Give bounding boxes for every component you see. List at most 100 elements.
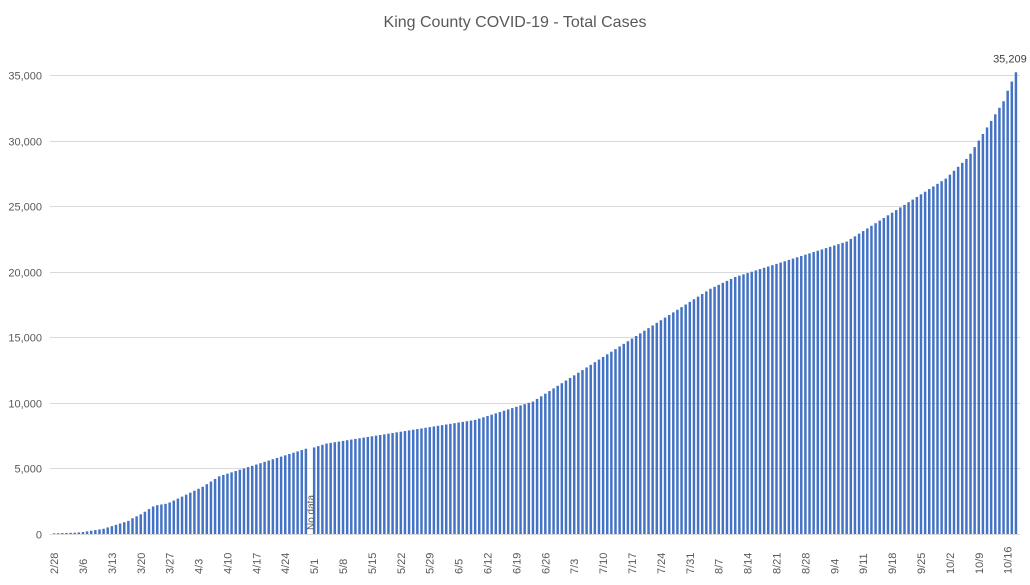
bar <box>746 273 749 534</box>
x-axis-tick-labels: 2/28 3/6 3/13 3/20 3/27 4/3 4/10 4/17 4/24 5/1 5/8… <box>49 546 1015 574</box>
bar <box>428 427 431 534</box>
bar <box>69 532 72 534</box>
bar <box>56 533 60 535</box>
bar <box>919 194 923 534</box>
bar <box>903 204 906 534</box>
bar <box>354 438 357 534</box>
bar <box>77 532 81 534</box>
bar <box>742 274 745 534</box>
bar <box>469 420 473 534</box>
bar <box>98 529 101 534</box>
bar <box>878 220 881 534</box>
bar <box>965 158 968 534</box>
bar <box>531 401 535 534</box>
bar <box>614 349 617 534</box>
bar <box>110 526 114 534</box>
bar <box>478 418 481 534</box>
bar <box>176 498 180 534</box>
bar <box>601 356 605 534</box>
x-tick-label: 6/26 <box>540 553 552 574</box>
bar <box>180 496 184 534</box>
bar <box>407 430 411 534</box>
bar <box>973 147 976 534</box>
bar <box>643 330 646 534</box>
bar <box>795 257 799 534</box>
bar <box>242 468 246 534</box>
bar <box>189 492 192 534</box>
bar <box>230 472 233 534</box>
bar <box>585 367 588 534</box>
bar <box>853 236 857 534</box>
x-tick-label: 9/11 <box>858 553 870 574</box>
bar <box>506 409 510 534</box>
bar <box>725 280 729 534</box>
x-tick-label: 10/2 <box>945 553 957 574</box>
bar <box>882 217 886 534</box>
bar <box>713 286 716 534</box>
bar <box>989 120 993 535</box>
bar <box>837 244 840 535</box>
bar <box>886 215 890 534</box>
bar <box>610 351 613 534</box>
bar <box>700 294 704 534</box>
bar <box>981 134 985 534</box>
bar <box>527 402 531 534</box>
bar <box>696 296 700 534</box>
bar <box>606 354 609 534</box>
bar <box>998 107 1001 534</box>
bar <box>160 504 163 534</box>
x-tick-label: 10/9 <box>974 553 986 574</box>
bar <box>263 461 266 534</box>
bar <box>193 490 196 534</box>
bar <box>709 288 712 534</box>
bar <box>1002 101 1005 534</box>
bar <box>680 307 683 534</box>
bar <box>1010 81 1014 534</box>
bar <box>197 488 200 534</box>
bar <box>416 429 419 534</box>
bar <box>85 531 89 534</box>
bar <box>618 346 621 534</box>
bar <box>539 396 543 534</box>
bar <box>841 242 844 535</box>
x-tick-label: 5/1 <box>309 559 321 574</box>
x-tick-label: 2/28 <box>49 553 61 574</box>
y-tick-label: 20,000 <box>8 268 42 280</box>
bar <box>345 440 349 534</box>
bar <box>977 140 981 534</box>
x-tick-label: 3/6 <box>78 559 90 574</box>
bar <box>894 210 898 534</box>
bar <box>127 520 130 534</box>
no-data-annotation: No data <box>306 495 317 530</box>
bar <box>209 481 213 534</box>
bar <box>288 454 291 534</box>
bar <box>544 393 547 534</box>
bar <box>304 448 308 534</box>
bar <box>911 199 914 534</box>
bar <box>944 178 947 534</box>
x-tick-label: 7/10 <box>598 553 610 574</box>
bar <box>502 410 506 534</box>
bar <box>226 473 229 534</box>
bar <box>738 275 741 534</box>
bar <box>771 265 774 534</box>
bar <box>552 388 555 534</box>
bar <box>523 404 526 534</box>
y-tick-label: 30,000 <box>8 137 42 149</box>
bar <box>890 212 894 534</box>
bar <box>568 377 572 534</box>
x-tick-label: 7/17 <box>627 553 639 574</box>
y-tick-label: 15,000 <box>8 333 42 345</box>
last-value-data-label: 35,209 <box>993 53 1027 65</box>
x-tick-label: 8/28 <box>800 553 812 574</box>
bar <box>465 421 469 534</box>
bar <box>928 189 931 534</box>
bar <box>135 516 138 534</box>
bar <box>915 196 919 534</box>
bar <box>874 223 877 534</box>
bar <box>490 414 493 534</box>
bar <box>378 434 382 534</box>
bar <box>453 423 456 534</box>
bar <box>65 532 68 534</box>
bar <box>131 518 134 534</box>
